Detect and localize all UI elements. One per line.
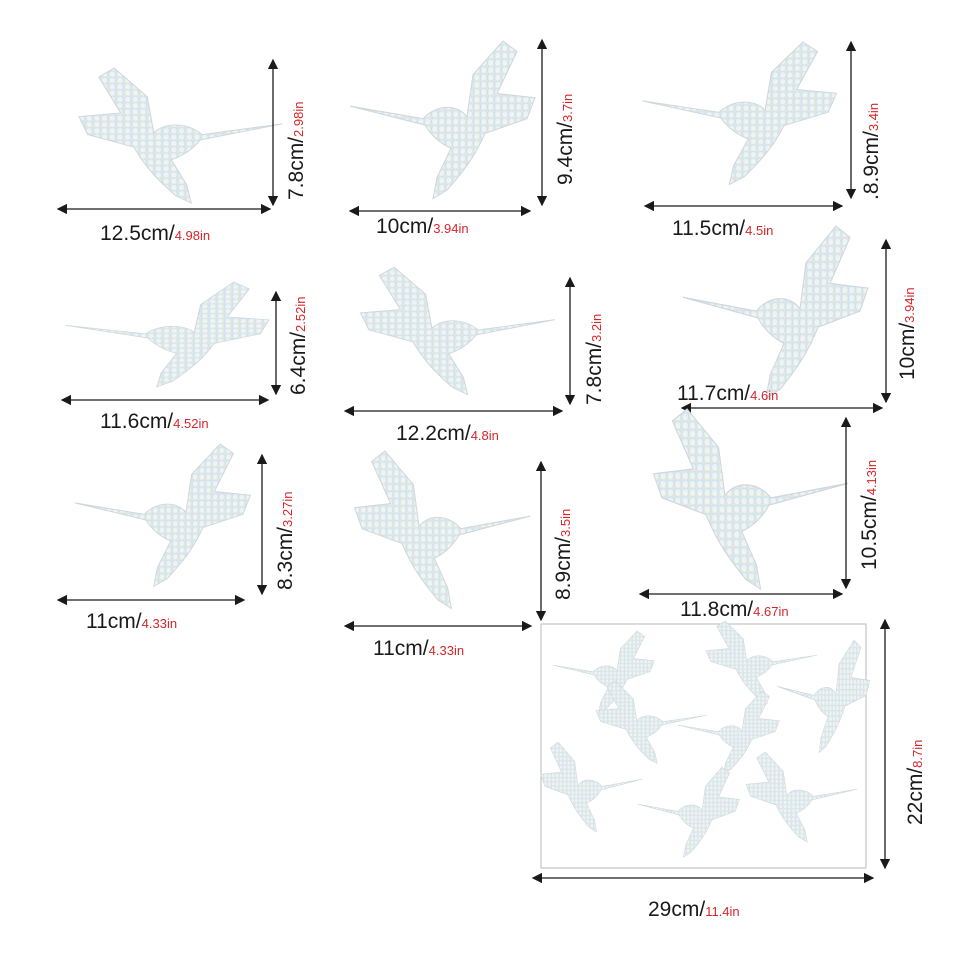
width-label: 11cm/4.33in [373,637,464,660]
width-label: 12.5cm/4.98in [100,222,210,245]
sticker-bird-4: 11.6cm/4.52in 6.4cm/2.52in [60,281,310,433]
sticker-bird-8: 11cm/4.33in 8.9cm/3.5in [343,450,575,660]
hummingbird-sticker [652,408,849,590]
height-label: 10.5cm/4.13in [858,460,881,570]
sticker-bird-3: 11.5cm/4.5in .8.9cm/3.4in [641,40,883,240]
hummingbird-sticker [641,41,838,186]
hummingbird-sticker [78,67,284,204]
sticker-bird-2: 10cm/3.94in 9.4cm/3.7in [348,38,577,238]
hummingbird-sticker [353,450,531,610]
sticker-bird-7: 11cm/4.33in 8.3cm/3.27in [56,443,297,633]
height-label: 6.4cm/2.52in [287,297,310,395]
height-label: 8.9cm/3.5in [552,509,575,600]
sticker-bird-5: 12.2cm/4.8in 7.8cm/3.2in [343,266,606,445]
sticker-bird-9: 11.8cm/4.67in 10.5cm/4.13in [638,408,881,621]
width-label: 12.2cm/4.8in [396,422,499,445]
hummingbird-sticker [74,443,251,587]
height-label: 10cm/3.94in [896,287,919,380]
width-label: 11.8cm/4.67in [680,598,789,621]
width-label: 29cm/11.4in [648,898,740,921]
width-label: 11.6cm/4.52in [100,410,209,433]
sticker-sheet: 29cm/11.4in 22cm/8.7in [531,618,927,921]
height-label: 9.4cm/3.7in [554,94,577,185]
height-label: .8.9cm/3.4in [860,103,883,200]
width-label: 11.5cm/4.5in [672,217,773,240]
hummingbird-sticker [349,40,536,200]
sticker-bird-1: 12.5cm/4.98in 7.8cm/2.98in [56,58,308,245]
sticker-bird-6: 11.7cm/4.6in 10cm/3.94in [677,225,919,414]
width-label: 11.7cm/4.6in [677,382,778,405]
height-label: 22cm/8.7in [904,740,927,825]
width-label: 11cm/4.33in [86,610,177,633]
hummingbird-sticker [359,266,556,396]
hummingbird-sticker [682,225,869,400]
height-label: 7.8cm/3.2in [583,314,606,405]
height-label: 8.3cm/3.27in [274,492,297,590]
width-label: 10cm/3.94in [376,215,469,238]
height-label: 7.8cm/2.98in [285,102,308,200]
hummingbird-sticker [64,281,270,388]
